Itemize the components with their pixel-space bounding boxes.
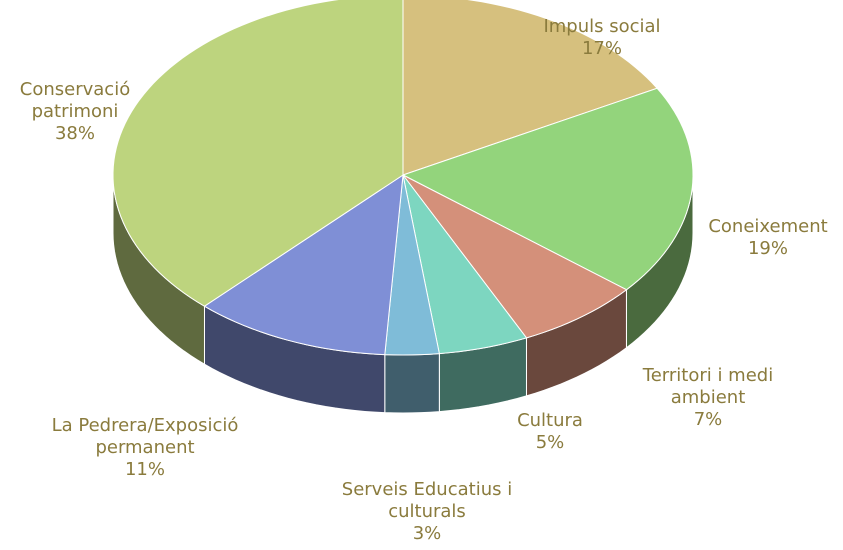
data-label: Serveis Educatius i culturals 3% — [317, 479, 537, 545]
category-label: Cultura — [517, 410, 583, 431]
value-label: 3% — [412, 523, 442, 544]
pie-slice — [402, 0, 659, 176]
value-label: 7% — [693, 409, 723, 430]
value-label: 38% — [54, 123, 95, 144]
value-label: 19% — [747, 238, 788, 259]
pie-slice — [401, 87, 694, 291]
value-label: 17% — [581, 38, 622, 59]
pie-slice — [402, 174, 628, 339]
category-label: Impuls social — [543, 16, 661, 37]
pie-slice — [112, 0, 404, 307]
category-label: Coneixement — [708, 216, 828, 237]
pie-side — [384, 353, 440, 414]
value-label: 11% — [124, 459, 165, 480]
pie-slice — [384, 174, 440, 356]
value-label: 5% — [535, 432, 565, 453]
data-label: Conservació patrimoni 38% — [5, 79, 145, 145]
category-label: La Pedrera/Exposició permanent — [51, 415, 239, 458]
pie-slice — [203, 174, 404, 356]
category-label: Conservació patrimoni — [19, 79, 131, 122]
category-label: Serveis Educatius i culturals — [341, 479, 513, 522]
category-label: Territori i medi ambient — [642, 365, 774, 408]
data-label: La Pedrera/Exposició permanent 11% — [20, 415, 270, 481]
data-label: Impuls social 17% — [502, 16, 702, 60]
data-label: Cultura 5% — [490, 410, 610, 454]
pie-slice — [402, 174, 528, 355]
data-label: Coneixement 19% — [688, 216, 843, 260]
data-label: Territori i medi ambient 7% — [628, 365, 788, 431]
